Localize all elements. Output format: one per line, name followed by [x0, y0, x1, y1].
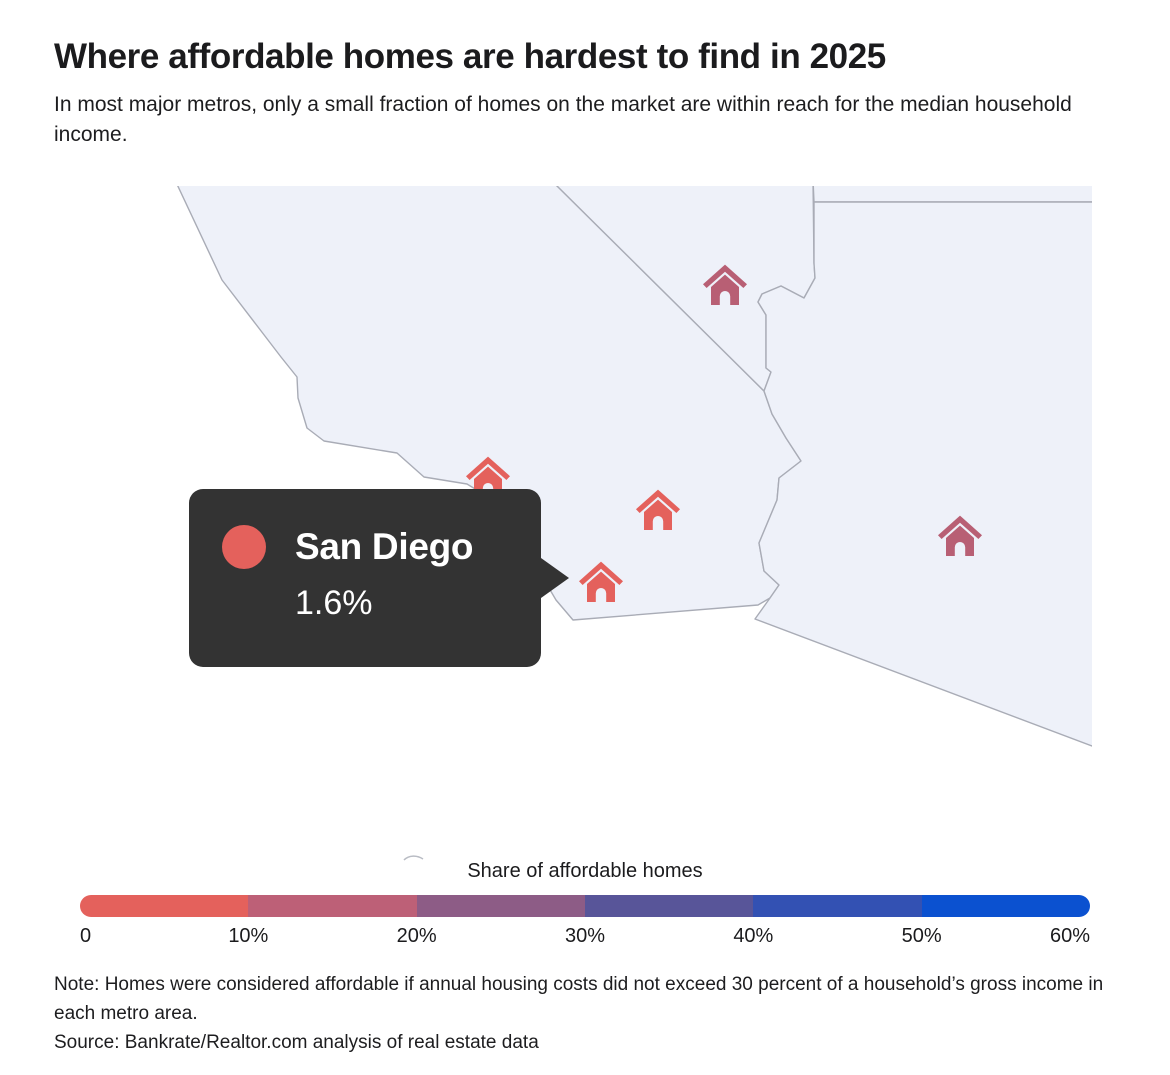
page-subtitle: In most major metros, only a small fract… [54, 93, 1072, 146]
small-island-outline [403, 855, 424, 861]
state-shape-east [754, 201, 1092, 747]
page-title: Where affordable homes are hardest to fi… [54, 37, 886, 76]
footnote: Note: Homes were considered affordable i… [54, 974, 1104, 1024]
house-icon[interactable] [703, 264, 747, 305]
legend-title: Share of affordable homes [467, 860, 703, 882]
legend-tick: 0 [80, 925, 92, 947]
legend-color-bar [80, 895, 1090, 917]
source-line: Source: Bankrate/Realtor.com analysis of… [54, 1032, 539, 1053]
tooltip-city-label: San Diego [295, 526, 474, 567]
legend-tick: 20% [396, 925, 437, 947]
house-icon[interactable] [938, 515, 982, 556]
legend-tick: 60% [1049, 925, 1090, 947]
map-tooltip: San Diego 1.6% [189, 489, 569, 667]
legend-color-segment [584, 895, 754, 917]
tooltip-arrow [541, 558, 569, 598]
house-icon[interactable] [579, 561, 623, 602]
legend-color-segment [80, 895, 249, 917]
tooltip-dot-icon [222, 525, 266, 569]
house-icon[interactable] [636, 489, 680, 530]
legend-color-segment [416, 895, 585, 917]
legend-color-segment [248, 895, 417, 917]
tooltip-value-label: 1.6% [295, 584, 373, 622]
legend-tick: 50% [901, 925, 942, 947]
legend-tick-labels: 0 10% 20% 30% 40% 50% 60% [0, 925, 1170, 951]
legend-tick: 10% [228, 925, 269, 947]
legend-tick: 30% [564, 925, 606, 947]
legend-color-segment [921, 895, 1090, 917]
legend-tick: 40% [733, 925, 774, 947]
legend-color-segment [753, 895, 922, 917]
state-shape-top-right-sliver [812, 186, 1092, 203]
